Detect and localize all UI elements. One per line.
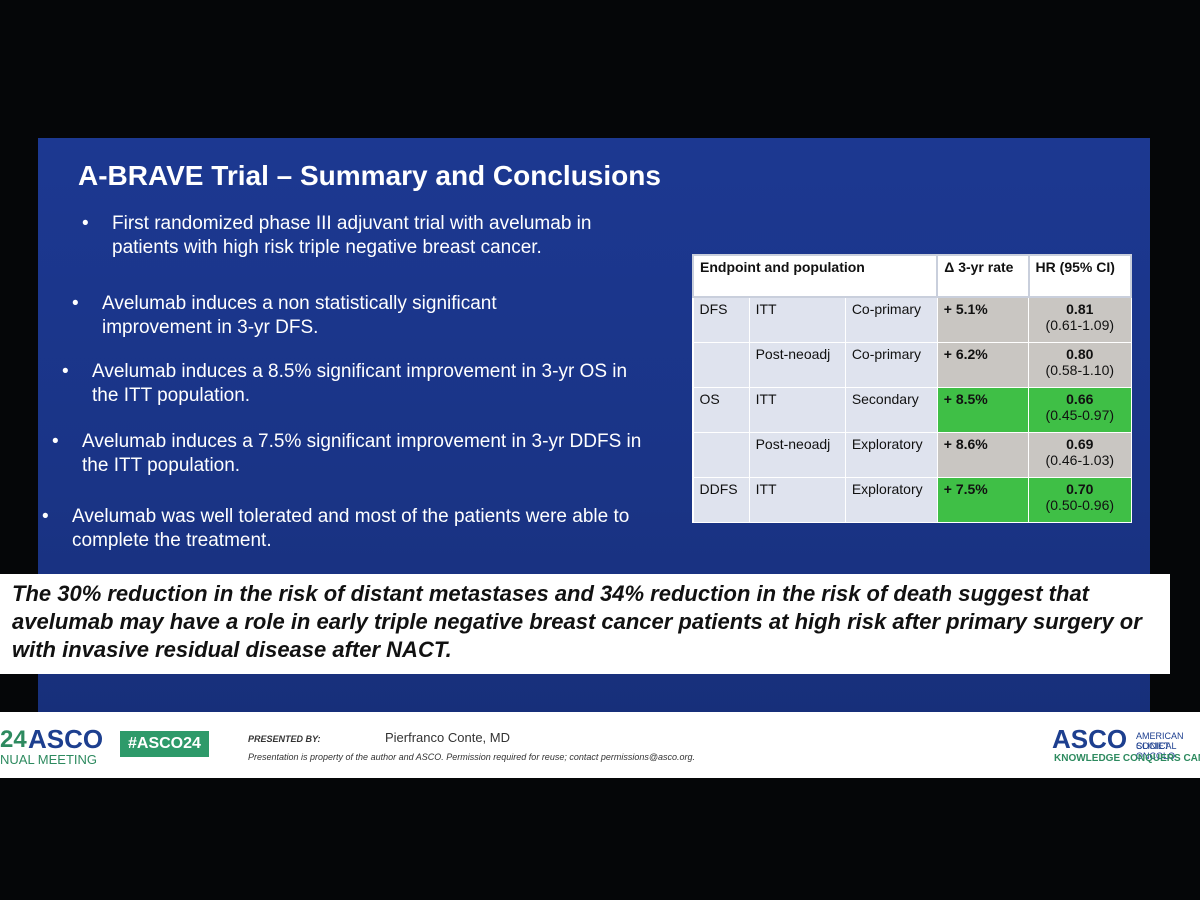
conclusion: The 30% reduction in the risk of distant… [12,581,1142,662]
endpoint: DFS [692,296,750,343]
delta-rate: + 7.5% [936,477,1030,523]
role: Secondary [844,387,938,433]
delta-value: + 7.5% [943,481,988,497]
conclusion-box [0,574,1170,674]
bullet: First randomized phase III adjuvant tria… [82,212,652,260]
delta-value: + 6.2% [943,346,988,362]
population: ITT [748,296,846,343]
society-line: CLINICAL ONCOLO [1136,741,1177,761]
population: Post-neoadj [748,432,846,478]
slide-title: A-BRAVE Trial – Summary and Conclusions [78,160,661,191]
hr-ci: (0.46-1.03) [1045,452,1115,468]
hr-value: 0.70 [1066,481,1094,497]
meeting-brand: ASCO [28,724,104,754]
hazard-ratio: 0.80 (0.58-1.10) [1028,342,1132,388]
meeting-name: NUAL MEETING [0,752,98,767]
table-row: Post-neoadj Co-primary + 6.2% 0.80 (0.58-1.1… [692,342,1132,388]
delta-rate: + 6.2% [936,342,1030,388]
delta-value: + 8.6% [943,436,988,452]
role: Exploratory [844,432,938,478]
role: Co-primary [844,342,938,388]
endpoint [692,432,750,478]
logo: ASCO [1052,724,1128,754]
delta-value: + 8.5% [943,391,988,407]
endpoint: OS [692,387,750,433]
presented-by: PRESENTED BY: [248,734,321,744]
hr-value: 0.69 [1066,436,1094,452]
delta-value: + 5.1% [943,301,988,317]
results-table: Endpoint and population Δ 3-yr rate HR (… [691,254,1133,523]
bullet: Avelumab induces a non statistically sig… [72,292,582,340]
role: Exploratory [844,477,938,523]
population: ITT [748,387,846,433]
role: Co-primary [844,296,938,343]
bullet: Avelumab was well tolerated and most of … [42,505,652,553]
population: ITT [748,477,846,523]
delta-rate: + 5.1% [936,296,1030,343]
table-header: Δ 3-yr rate [936,254,1030,298]
meeting-year: 24 [0,726,27,753]
table-header: Endpoint and population [691,254,939,298]
hr-ci: (0.58-1.10) [1045,362,1115,378]
table-row: DFS ITT Co-primary + 5.1% 0.81 (0.61-1.09) [692,296,1132,343]
table-header: HR (95% CI) [1027,254,1133,298]
bullet: Avelumab induces a 8.5% significant impr… [62,360,632,408]
endpoint [692,342,750,388]
hr-ci: (0.50-0.96) [1045,497,1115,513]
hr-value: 0.80 [1066,346,1094,362]
table-row: DDFS ITT Exploratory + 7.5% 0.70 (0.50-0.96) [692,477,1132,523]
hr-value: 0.66 [1066,391,1094,407]
delta-rate: + 8.6% [936,432,1030,478]
hr-value: 0.81 [1066,301,1094,317]
population: Post-neoadj [748,342,846,388]
presenter: Pierfranco Conte, MD [385,730,510,745]
hazard-ratio: 0.69 (0.46-1.03) [1028,432,1132,478]
hr-ci: (0.61-1.09) [1045,317,1115,333]
hazard-ratio: 0.66 (0.45-0.97) [1028,387,1132,433]
hazard-ratio: 0.70 (0.50-0.96) [1028,477,1132,523]
delta-rate: + 8.5% [936,387,1030,433]
tagline: KNOWLEDGE CONQUERS CAN [1054,753,1200,764]
endpoint: DDFS [692,477,750,523]
bullet: Avelumab induces a 7.5% significant impr… [52,430,642,478]
hr-ci: (0.45-0.97) [1045,407,1115,423]
hashtag: #ASCO24 [120,731,209,757]
table-row: Post-neoadj Exploratory + 8.6% 0.69 (0.46-1.… [692,432,1132,478]
table-row: OS ITT Secondary + 8.5% 0.66 (0.45-0.97) [692,387,1132,433]
hazard-ratio: 0.81 (0.61-1.09) [1028,296,1132,343]
notice: Presentation is property of the author a… [248,752,696,762]
society-line: AMERICAN SOCIET [1136,731,1184,751]
